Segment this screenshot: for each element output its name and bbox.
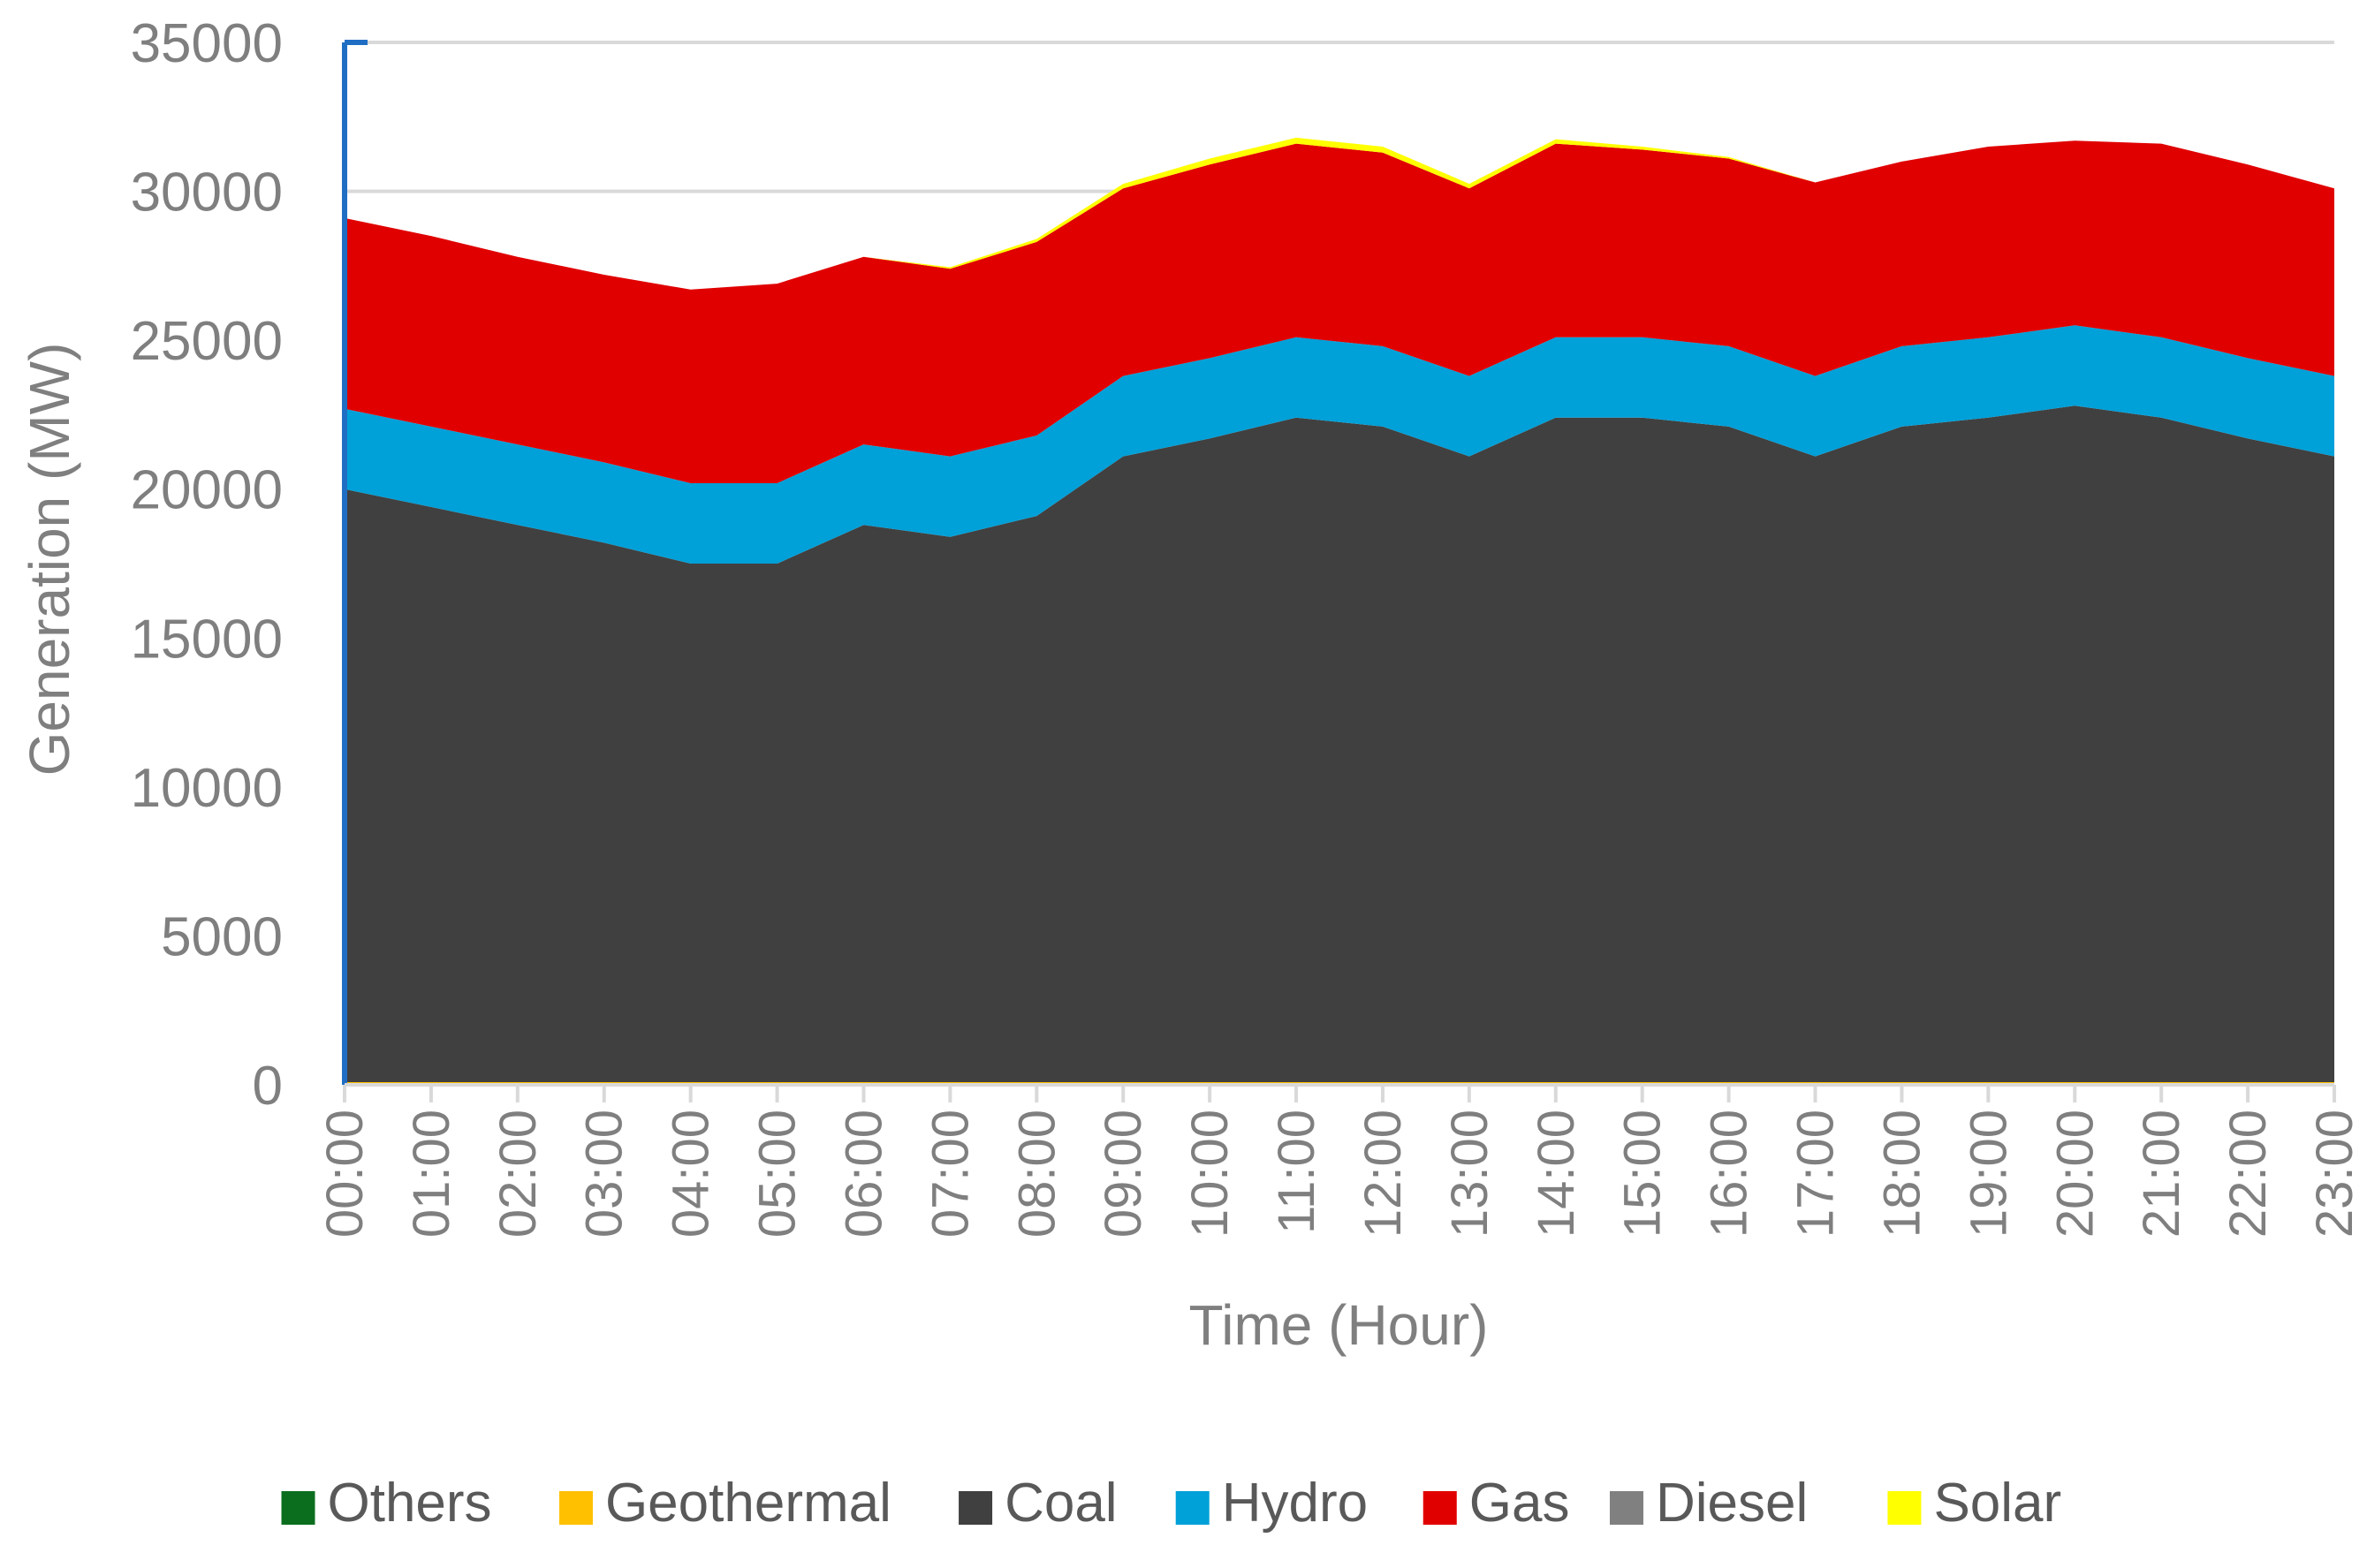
x-tick-label: 08:00	[1008, 1110, 1066, 1238]
x-tick-label: 18:00	[1873, 1110, 1931, 1238]
x-tick-label: 04:00	[663, 1110, 720, 1238]
y-tick-label: 20000	[131, 460, 283, 521]
y-tick-labels: 0 5000 10000 15000 20000 25000 30000 35000	[131, 13, 283, 1117]
legend-label-others: Others	[328, 1473, 492, 1534]
x-tick-label: 19:00	[1960, 1110, 2017, 1238]
x-tick-label: 15:00	[1614, 1110, 1672, 1238]
x-tick-label: 16:00	[1701, 1110, 1758, 1238]
x-tick-label: 02:00	[489, 1110, 547, 1238]
legend-item-gas: Gas	[1423, 1473, 1570, 1534]
legend-item-hydro: Hydro	[1176, 1473, 1368, 1534]
x-tick-label: 14:00	[1528, 1110, 1585, 1238]
x-tick-label: 06:00	[836, 1110, 893, 1238]
legend-swatch-others	[282, 1491, 315, 1525]
x-tick-labels: 00:00 01:00 02:00 03:00 04:00 05:00 06:00 07:00…	[316, 1110, 2363, 1238]
y-tick-label: 30000	[131, 163, 283, 223]
legend-item-geothermal: Geothermal	[559, 1473, 891, 1534]
legend: Others Geothermal Coal Hydro Gas Diesel Solar	[282, 1473, 2062, 1534]
x-axis-title: Time (Hour)	[1189, 1293, 1489, 1357]
x-tick-label: 03:00	[576, 1110, 633, 1238]
legend-item-others: Others	[282, 1473, 492, 1534]
x-tick-label: 11:00	[1268, 1110, 1325, 1234]
x-tick-label: 01:00	[403, 1110, 460, 1238]
y-tick-label: 10000	[131, 758, 283, 819]
x-tick-label: 00:00	[316, 1110, 374, 1238]
legend-item-solar: Solar	[1887, 1473, 2061, 1534]
legend-item-coal: Coal	[959, 1473, 1118, 1534]
legend-swatch-diesel	[1610, 1491, 1643, 1525]
y-axis-title: Generation (MW)	[18, 343, 81, 776]
legend-swatch-geothermal	[559, 1491, 593, 1525]
y-tick-label: 35000	[131, 13, 283, 74]
legend-label-geothermal: Geothermal	[605, 1473, 891, 1534]
y-tick-label: 15000	[131, 609, 283, 670]
legend-item-diesel: Diesel	[1610, 1473, 1808, 1534]
legend-swatch-solar	[1887, 1491, 1921, 1525]
legend-label-gas: Gas	[1469, 1473, 1570, 1534]
series-areas	[345, 138, 2334, 1085]
x-tick-label: 10:00	[1181, 1110, 1239, 1238]
legend-label-hydro: Hydro	[1222, 1473, 1368, 1534]
y-tick-label: 5000	[161, 906, 283, 967]
x-tick-label: 13:00	[1441, 1110, 1498, 1238]
legend-label-coal: Coal	[1005, 1473, 1118, 1534]
x-tick-label: 09:00	[1095, 1110, 1152, 1238]
x-tick-label: 20:00	[2046, 1110, 2104, 1238]
legend-label-solar: Solar	[1933, 1473, 2061, 1534]
x-tick-label: 07:00	[922, 1110, 979, 1238]
legend-label-diesel: Diesel	[1656, 1473, 1808, 1534]
x-tick-label: 21:00	[2133, 1110, 2190, 1238]
y-tick-label: 25000	[131, 311, 283, 372]
legend-swatch-gas	[1423, 1491, 1457, 1525]
x-tick-label: 22:00	[2219, 1110, 2277, 1238]
x-tick-label: 23:00	[2306, 1110, 2363, 1238]
x-tick-label: 12:00	[1354, 1110, 1412, 1238]
y-tick-label: 0	[253, 1056, 283, 1117]
x-tick-label: 17:00	[1787, 1110, 1845, 1238]
x-tick-label: 05:00	[749, 1110, 807, 1238]
legend-swatch-coal	[959, 1491, 992, 1525]
legend-swatch-hydro	[1176, 1491, 1210, 1525]
